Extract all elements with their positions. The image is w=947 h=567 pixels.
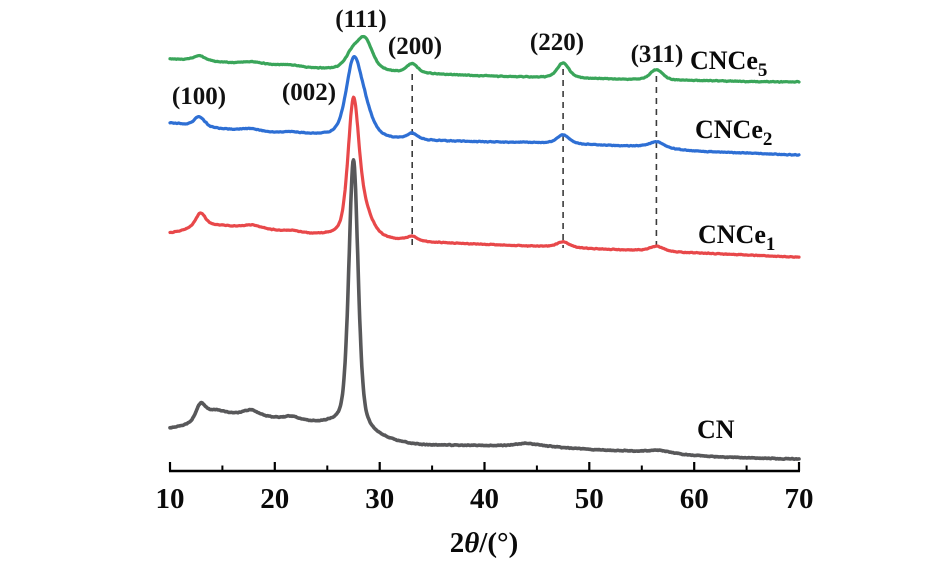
x-axis xyxy=(168,462,801,473)
x-axis-title-suffix: /(°) xyxy=(479,527,519,559)
diffraction-traces xyxy=(168,34,801,461)
trace-CNCe1 xyxy=(168,95,801,259)
trace-CNCe2 xyxy=(168,55,801,157)
tick-label-70: 70 xyxy=(785,483,814,515)
series-label-CNCe5: CNCe5 xyxy=(690,46,767,81)
trace-CN xyxy=(168,158,801,461)
tick-label-10: 10 xyxy=(156,483,185,515)
dashed-guide-lines xyxy=(411,69,658,252)
series-label-CNCe1: CNCe1 xyxy=(698,220,775,255)
peak-label-220: (220) xyxy=(530,29,584,56)
tick-label-20: 20 xyxy=(260,483,289,515)
peak-label-311: (311) xyxy=(631,41,684,68)
tick-label-60: 60 xyxy=(680,483,709,515)
tick-label-50: 50 xyxy=(575,483,604,515)
peak-label-200: (200) xyxy=(388,33,442,60)
peak-label-111: (111) xyxy=(335,6,386,33)
series-label-CN: CN xyxy=(697,415,735,444)
peak-label-002: (002) xyxy=(282,79,336,106)
x-axis-title-prefix: 2 xyxy=(449,527,465,559)
trace-CNCe5 xyxy=(168,34,801,84)
tick-label-40: 40 xyxy=(470,483,499,515)
x-axis-tick-labels: 10 20 30 40 50 60 70 xyxy=(156,483,814,515)
tick-label-30: 30 xyxy=(365,483,394,515)
series-label-CNCe2: CNCe2 xyxy=(695,115,772,150)
peak-label-100: (100) xyxy=(172,83,226,110)
peak-annotations: (100) (002) (111)(200) (220) (311) xyxy=(172,6,683,110)
x-axis-title-theta: θ xyxy=(464,527,480,559)
x-axis-title: 2θ/(°) xyxy=(384,527,584,560)
series-labels: CN CNCe1 CNCe2 CNCe5 xyxy=(690,46,775,444)
